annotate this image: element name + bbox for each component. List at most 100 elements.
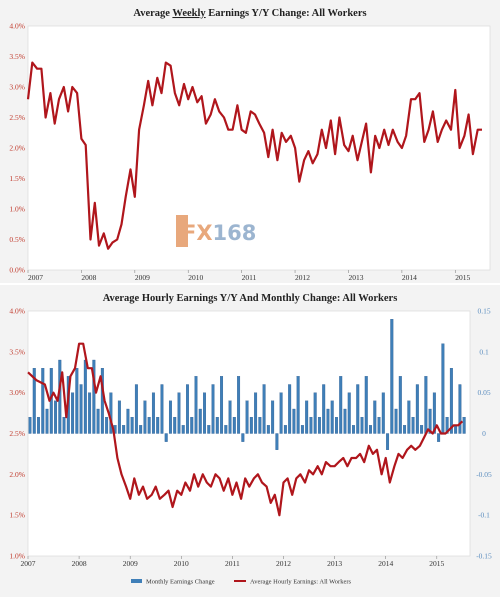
monthly-change-bar (454, 425, 458, 434)
weekly-title-part-1: Average (133, 8, 172, 19)
hourly-y-tick-label-left: 3.0% (9, 388, 25, 397)
monthly-change-bar (445, 417, 449, 434)
monthly-change-bar (126, 408, 130, 434)
watermark-block (176, 215, 188, 247)
hourly-chart-title: Average Hourly Earnings Y/Y And Monthly … (103, 293, 398, 304)
monthly-change-bar (275, 433, 279, 450)
weekly-x-tick-label: 2011 (242, 273, 257, 282)
weekly-title-part-2: Weekly (172, 8, 206, 19)
legend-swatch-monthly-change (131, 579, 142, 583)
weekly-series (26, 61, 482, 250)
monthly-change-bar (122, 425, 126, 434)
weekly-y-ticks: 0.0% 0.5% 1.0% 1.5% 2.0% 2.5% 3.0% 3.5% 4.0% (9, 22, 25, 275)
monthly-change-bar (211, 384, 215, 434)
weekly-y-tick-label: 3.0% (9, 83, 25, 92)
hourly-y-tick-label-right: 0.05 (477, 388, 490, 397)
monthly-change-bar (134, 384, 138, 434)
hourly-y-tick-label-right: -0.05 (476, 470, 492, 479)
monthly-change-bar (143, 400, 147, 434)
monthly-change-bar (305, 400, 309, 434)
monthly-change-bar (105, 417, 109, 434)
monthly-change-bar (254, 392, 258, 434)
monthly-change-bar (177, 392, 181, 434)
monthly-change-bar (96, 408, 100, 434)
monthly-change-bar (28, 417, 32, 434)
monthly-change-bar (343, 408, 347, 434)
monthly-change-bar (373, 400, 377, 434)
hourly-x-tick-label: 2011 (225, 559, 240, 568)
hourly-y-tick-label-right: -0.15 (476, 552, 492, 561)
hourly-earnings-panel: Average Hourly Earnings Y/Y And Monthly … (0, 285, 500, 597)
monthly-change-bar (292, 408, 296, 434)
hourly-x-tick-label: 2012 (276, 559, 291, 568)
monthly-change-bar (71, 392, 75, 434)
monthly-change-bar (164, 433, 168, 442)
monthly-change-bar (228, 400, 232, 434)
monthly-change-bar (232, 417, 236, 434)
monthly-change-bar (369, 425, 372, 434)
monthly-change-bar (415, 384, 419, 434)
monthly-change-bar (432, 392, 436, 434)
monthly-change-bar (220, 376, 224, 434)
monthly-change-bar (458, 384, 462, 434)
monthly-change-bar (237, 376, 241, 434)
monthly-change-bar (45, 408, 49, 434)
weekly-x-tick-label: 2009 (135, 273, 150, 282)
weekly-x-tick-label: 2010 (188, 273, 203, 282)
monthly-change-bar (215, 417, 219, 434)
monthly-change-bar (390, 319, 394, 434)
monthly-change-bar (377, 417, 381, 434)
hourly-y-tick-label-right: 0.15 (477, 307, 490, 316)
monthly-change-bar (398, 376, 402, 434)
monthly-change-bar (364, 376, 368, 434)
monthly-change-bar (198, 408, 202, 434)
hourly-y-ticks-right: -0.15 -0.1 -0.05 0 0.05 0.1 0.15 (476, 307, 492, 561)
hourly-earnings-line (27, 342, 464, 517)
monthly-change-bar (32, 368, 36, 434)
monthly-change-bar (151, 392, 155, 434)
weekly-x-ticks: 2007 2008 2009 2010 2011 2012 2013 2014 2015 (27, 270, 471, 282)
monthly-change-bar (386, 433, 390, 450)
monthly-change-bar (173, 417, 177, 434)
monthly-change-bar (258, 417, 262, 434)
monthly-change-bar (130, 417, 134, 434)
weekly-x-tick-label: 2013 (348, 273, 363, 282)
monthly-change-bar (245, 400, 249, 434)
watermark-fx-letters: FX (182, 221, 213, 245)
hourly-y-tick-label-right: -0.1 (478, 511, 490, 520)
monthly-change-bar (249, 417, 253, 434)
monthly-change-bar (156, 417, 160, 434)
monthly-change-bar (37, 417, 40, 434)
monthly-change-bar (428, 408, 432, 434)
weekly-y-tick-label: 1.5% (9, 174, 25, 183)
hourly-x-tick-label: 2008 (72, 559, 87, 568)
weekly-x-tick-label: 2007 (28, 273, 43, 282)
weekly-plot-area (27, 25, 491, 271)
hourly-y-tick-label-left: 4.0% (9, 307, 25, 316)
monthly-change-bar (441, 343, 445, 434)
weekly-y-tick-label: 4.0% (9, 22, 25, 31)
monthly-change-bar (424, 376, 428, 434)
monthly-change-bar (139, 425, 143, 434)
monthly-change-bar (224, 425, 228, 434)
weekly-earnings-panel: Average Weekly Earnings Y/Y Change: All … (0, 0, 500, 283)
watermark-digits: 168 (213, 221, 257, 245)
monthly-change-bar (356, 384, 360, 434)
monthly-change-bar (449, 368, 453, 434)
monthly-change-bar (92, 359, 96, 434)
weekly-y-tick-label: 2.5% (9, 113, 25, 122)
monthly-change-bar (300, 425, 304, 434)
monthly-change-bar (54, 400, 58, 434)
hourly-x-tick-label: 2007 (21, 559, 36, 568)
monthly-change-bar (403, 425, 407, 434)
monthly-change-bar (288, 384, 292, 434)
monthly-change-bar (203, 392, 206, 434)
hourly-y-tick-label-right: 0.1 (479, 347, 489, 356)
monthly-change-bar (79, 384, 83, 434)
hourly-y-ticks-left: 1.0% 1.5% 2.0% 2.5% 3.0% 3.5% 4.0% (9, 307, 25, 561)
hourly-y-tick-label-left: 1.0% (9, 552, 25, 561)
weekly-y-tick-label: 2.0% (9, 144, 25, 153)
monthly-change-bar (262, 384, 266, 434)
weekly-y-tick-label: 1.0% (9, 205, 25, 214)
monthly-change-bar (313, 392, 317, 434)
